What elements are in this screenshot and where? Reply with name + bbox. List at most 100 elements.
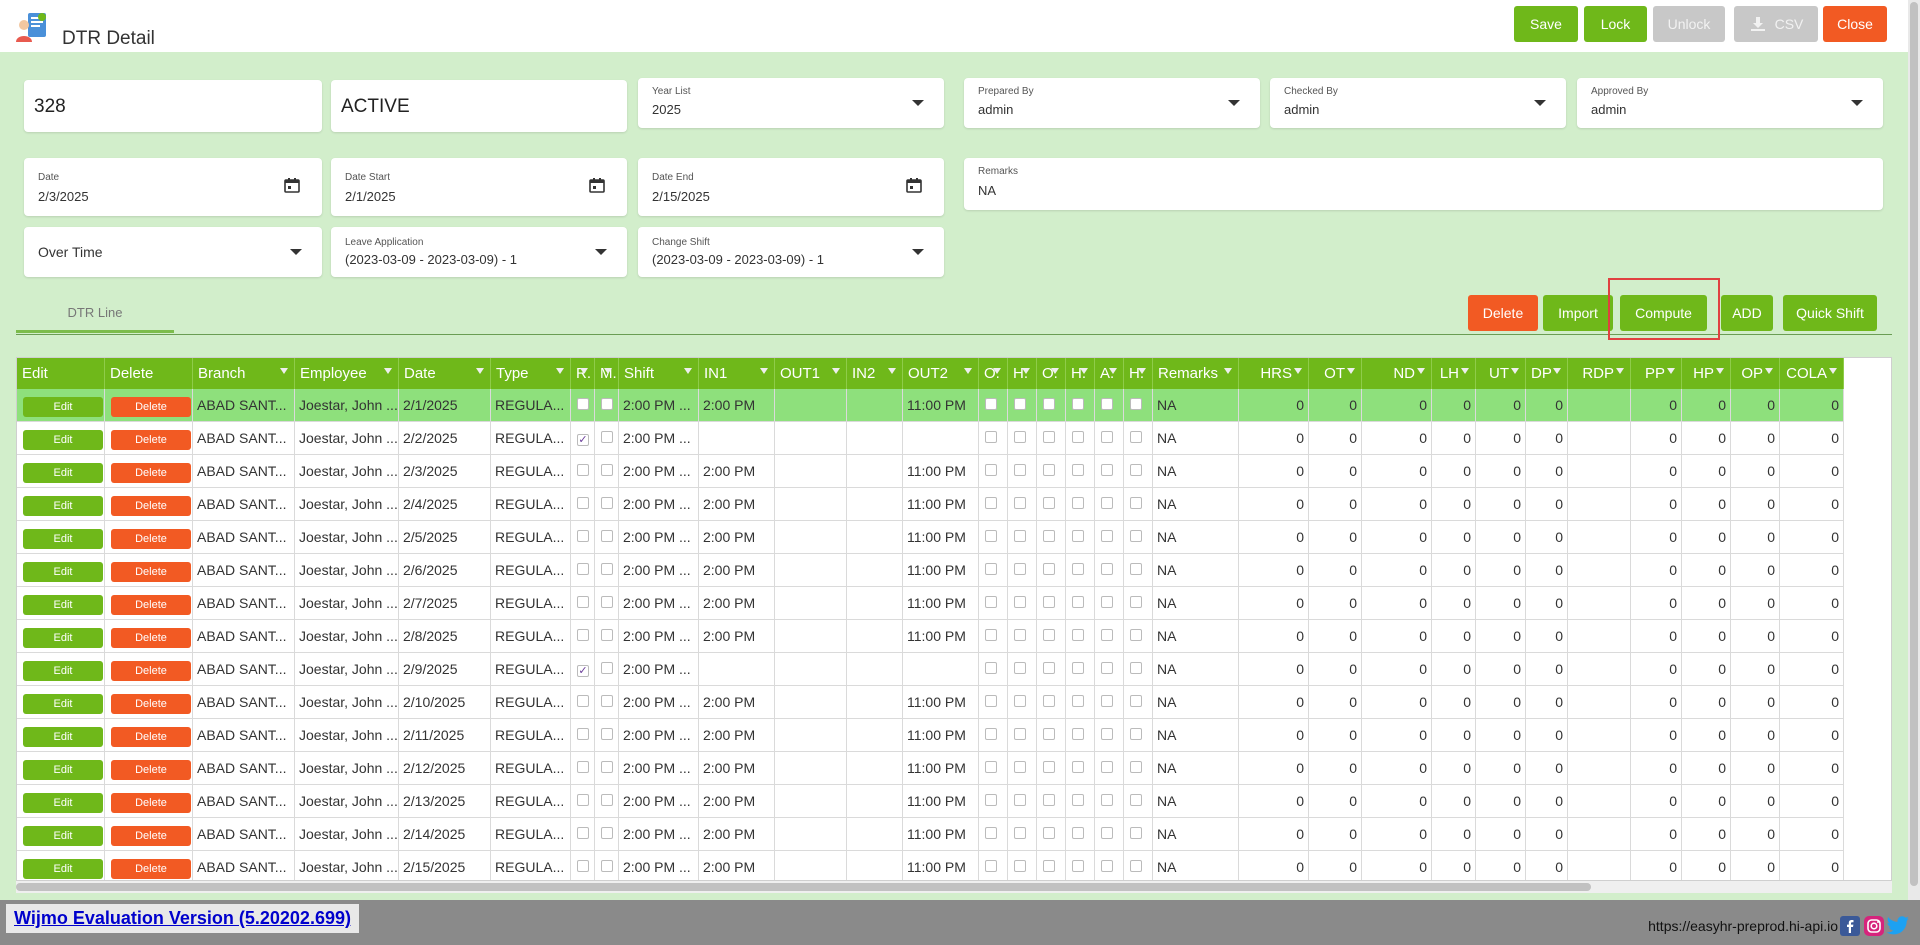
checkbox[interactable] [1072,827,1084,839]
value-cell[interactable]: 0 [1309,389,1362,421]
in2-cell[interactable] [847,851,903,880]
out1-cell[interactable] [775,587,847,619]
value-cell[interactable]: 0 [1432,554,1476,586]
checkbox[interactable] [577,398,589,410]
value-cell[interactable]: 0 [1309,488,1362,520]
checkbox[interactable] [985,497,997,509]
value-cell[interactable] [1568,455,1631,487]
table-row[interactable]: Edit Delete ABAD SANT... Joestar, John ... 2… [17,818,1844,851]
value-cell[interactable]: 0 [1362,719,1432,751]
checkbox[interactable] [1130,827,1142,839]
shift-cell[interactable]: 2:00 PM ... [619,554,699,586]
value-cell[interactable]: 0 [1476,488,1526,520]
checkbox[interactable] [601,827,613,839]
checkbox[interactable] [577,794,589,806]
checkbox[interactable] [985,794,997,806]
facebook-icon[interactable] [1840,916,1860,936]
column-header[interactable]: M. [595,358,619,389]
checkbox[interactable] [1043,563,1055,575]
value-cell[interactable]: 0 [1526,752,1568,784]
date-cell[interactable]: 2/15/2025 [399,851,491,880]
value-cell[interactable]: 0 [1526,686,1568,718]
out2-cell[interactable] [903,653,979,685]
checkbox[interactable] [1130,398,1142,410]
employee-cell[interactable]: Joestar, John ... [295,818,399,850]
filter-icon[interactable] [1765,368,1773,374]
vertical-scrollbar[interactable] [1908,0,1920,900]
checked-by-select[interactable]: Checked By admin [1270,78,1566,128]
checkbox[interactable] [1014,398,1026,410]
checkbox[interactable] [1101,497,1113,509]
out1-cell[interactable] [775,521,847,553]
out2-cell[interactable]: 11:00 PM [903,818,979,850]
employee-cell[interactable]: Joestar, John ... [295,719,399,751]
value-cell[interactable]: 0 [1309,752,1362,784]
type-cell[interactable]: REGULA... [491,554,571,586]
csv-button[interactable]: CSV [1734,6,1818,42]
value-cell[interactable] [1568,719,1631,751]
in1-cell[interactable]: 2:00 PM [699,719,775,751]
branch-cell[interactable]: ABAD SANT... [193,620,295,652]
value-cell[interactable]: 0 [1476,719,1526,751]
value-cell[interactable]: 0 [1309,521,1362,553]
shift-cell[interactable]: 2:00 PM ... [619,521,699,553]
in2-cell[interactable] [847,785,903,817]
filter-icon[interactable] [1616,368,1624,374]
value-cell[interactable]: 0 [1526,488,1568,520]
checkbox[interactable] [1043,530,1055,542]
type-cell[interactable]: REGULA... [491,620,571,652]
value-cell[interactable] [1568,653,1631,685]
checkbox[interactable] [985,464,997,476]
remarks-cell[interactable]: NA [1153,785,1239,817]
value-cell[interactable]: 0 [1631,554,1682,586]
delete-row-button[interactable]: Delete [111,430,191,450]
type-cell[interactable]: REGULA... [491,422,571,454]
employee-cell[interactable]: Joestar, John ... [295,422,399,454]
out2-cell[interactable]: 11:00 PM [903,521,979,553]
value-cell[interactable]: 0 [1780,818,1844,850]
value-cell[interactable]: 0 [1731,653,1780,685]
checkbox[interactable] [1130,695,1142,707]
value-cell[interactable]: 0 [1731,587,1780,619]
delete-row-button[interactable]: Delete [111,760,191,780]
checkbox[interactable] [985,431,997,443]
checkbox[interactable] [1043,662,1055,674]
in1-cell[interactable]: 2:00 PM [699,587,775,619]
calendar-icon[interactable] [284,177,300,193]
value-cell[interactable]: 0 [1362,455,1432,487]
checkbox[interactable] [1101,662,1113,674]
checkbox[interactable] [1130,728,1142,740]
checkbox[interactable] [601,629,613,641]
employee-cell[interactable]: Joestar, John ... [295,752,399,784]
value-cell[interactable]: 0 [1731,719,1780,751]
filter-icon[interactable] [760,368,768,374]
checkbox[interactable] [1072,398,1084,410]
type-cell[interactable]: REGULA... [491,818,571,850]
value-cell[interactable]: 0 [1526,818,1568,850]
value-cell[interactable] [1568,389,1631,421]
value-cell[interactable]: 0 [1731,620,1780,652]
column-header[interactable]: Branch [193,358,295,389]
value-cell[interactable]: 0 [1780,785,1844,817]
value-cell[interactable]: 0 [1239,620,1309,652]
unlock-button[interactable]: Unlock [1653,6,1725,42]
table-row[interactable]: Edit Delete ABAD SANT... Joestar, John ... 2… [17,686,1844,719]
in2-cell[interactable] [847,455,903,487]
edit-button[interactable]: Edit [23,562,103,582]
approved-by-select[interactable]: Approved By admin [1577,78,1883,128]
remarks-cell[interactable]: NA [1153,455,1239,487]
value-cell[interactable]: 0 [1780,389,1844,421]
column-header[interactable]: HP [1682,358,1731,389]
value-cell[interactable]: 0 [1682,752,1731,784]
value-cell[interactable]: 0 [1476,620,1526,652]
checkbox[interactable] [601,662,613,674]
date-cell[interactable]: 2/14/2025 [399,818,491,850]
column-header[interactable]: OUT2 [903,358,979,389]
value-cell[interactable]: 0 [1526,554,1568,586]
type-cell[interactable]: REGULA... [491,719,571,751]
status-field[interactable]: ACTIVE [331,80,627,132]
value-cell[interactable]: 0 [1780,653,1844,685]
out1-cell[interactable] [775,554,847,586]
employee-cell[interactable]: Joestar, John ... [295,785,399,817]
column-header[interactable]: R. [571,358,595,389]
